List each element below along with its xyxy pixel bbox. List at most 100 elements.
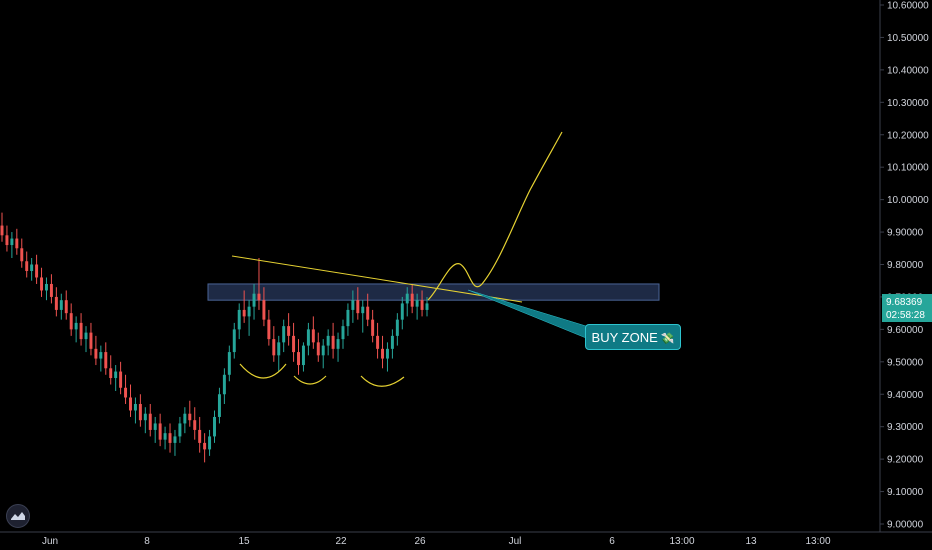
candle (222, 368, 226, 404)
candles-group (0, 212, 429, 463)
time-axis[interactable]: Jun 8 15 22 26 Jul 6 13:00 13 13:00 (42, 536, 831, 547)
candle (257, 258, 261, 310)
time-tick-label: 13 (745, 536, 757, 547)
time-tick-label: 15 (238, 536, 250, 547)
time-tick-label: Jun (42, 536, 58, 547)
right-shoulder-curve (360, 375, 405, 387)
candle (282, 319, 286, 353)
candle (297, 339, 300, 375)
candle (119, 361, 123, 395)
candle (287, 313, 291, 346)
candle-body (40, 277, 44, 291)
candle (227, 345, 231, 382)
candle (292, 322, 296, 362)
candle (124, 374, 128, 404)
candle-body (213, 416, 216, 437)
candle-body (69, 313, 73, 330)
candle (188, 400, 192, 427)
candle-body (183, 413, 187, 424)
time-tick-label: 6 (609, 536, 615, 547)
candle (277, 335, 281, 372)
price-axis[interactable]: 10.60000 10.50000 10.40000 10.30000 10.20000… (880, 1, 929, 531)
candle-body (89, 332, 93, 349)
time-tick-label: 26 (414, 536, 426, 547)
candle-body (30, 264, 34, 271)
candle (321, 339, 325, 369)
price-tick-label: 10.60000 (887, 1, 929, 12)
candle-body (198, 429, 202, 443)
candle (20, 238, 24, 268)
candle-body (74, 322, 78, 330)
candle-body (227, 352, 231, 375)
candle (326, 329, 330, 356)
candle-body (336, 339, 340, 349)
candle (203, 433, 207, 463)
candle (148, 403, 152, 437)
candle (133, 397, 137, 424)
candle-body (208, 436, 212, 450)
price-tick-label: 10.30000 (887, 98, 929, 109)
candle-body (415, 300, 419, 307)
price-tick-label: 10.20000 (887, 130, 929, 141)
candle (390, 329, 394, 359)
candle (267, 309, 271, 346)
candle-body (44, 283, 48, 291)
candle-body (64, 300, 68, 314)
candle-body (54, 296, 58, 310)
current-price-tag: 9.68369 02:58:28 (882, 294, 932, 322)
candle (44, 277, 48, 301)
candle (237, 303, 241, 340)
candle (198, 416, 202, 453)
candle-body (49, 283, 53, 297)
tradingview-logo-icon[interactable] (6, 504, 30, 528)
candle-body (316, 342, 320, 356)
candle-body (321, 345, 325, 356)
buy-zone-label: BUY ZONE (591, 330, 658, 345)
candle-body (381, 348, 385, 359)
candle (138, 394, 142, 427)
candle (30, 258, 34, 281)
price-tick-label: 10.50000 (887, 33, 929, 44)
candle-body (301, 345, 305, 366)
left-shoulder-curve (239, 363, 287, 379)
candle (59, 293, 63, 320)
candle (341, 319, 345, 349)
candle (143, 407, 147, 434)
candle (247, 300, 251, 336)
candle-body (292, 335, 296, 353)
price-tick-label: 9.10000 (887, 487, 924, 498)
candle (217, 387, 221, 424)
candle (361, 300, 365, 333)
candle (405, 287, 409, 317)
candle (64, 290, 68, 320)
price-tick-label: 10.40000 (887, 65, 929, 76)
price-tick-label: 9.50000 (887, 357, 924, 368)
candle (129, 384, 132, 417)
candle-body (10, 238, 14, 246)
price-tick-label: 9.40000 (887, 390, 924, 401)
candle-body (59, 300, 63, 310)
candle-body (168, 433, 172, 443)
candle (311, 316, 315, 349)
candle-body (346, 309, 350, 327)
current-price-value: 9.68369 (886, 297, 923, 308)
candle-body (356, 300, 360, 314)
candle (168, 423, 172, 453)
candle (109, 355, 113, 385)
time-tick-label: 8 (144, 536, 150, 547)
candle (385, 342, 389, 372)
buy-zone-callout[interactable]: BUY ZONE 💸 (585, 324, 681, 350)
price-tick-label: 10.00000 (887, 195, 929, 206)
candle-body (148, 413, 152, 430)
candle-body (84, 332, 88, 340)
candle (213, 410, 216, 443)
candle (163, 426, 167, 450)
candle-body (376, 335, 380, 349)
candle (381, 335, 385, 369)
time-tick-label: 22 (335, 536, 347, 547)
candle-body (371, 319, 375, 336)
candle (104, 342, 108, 375)
candle (5, 225, 9, 252)
